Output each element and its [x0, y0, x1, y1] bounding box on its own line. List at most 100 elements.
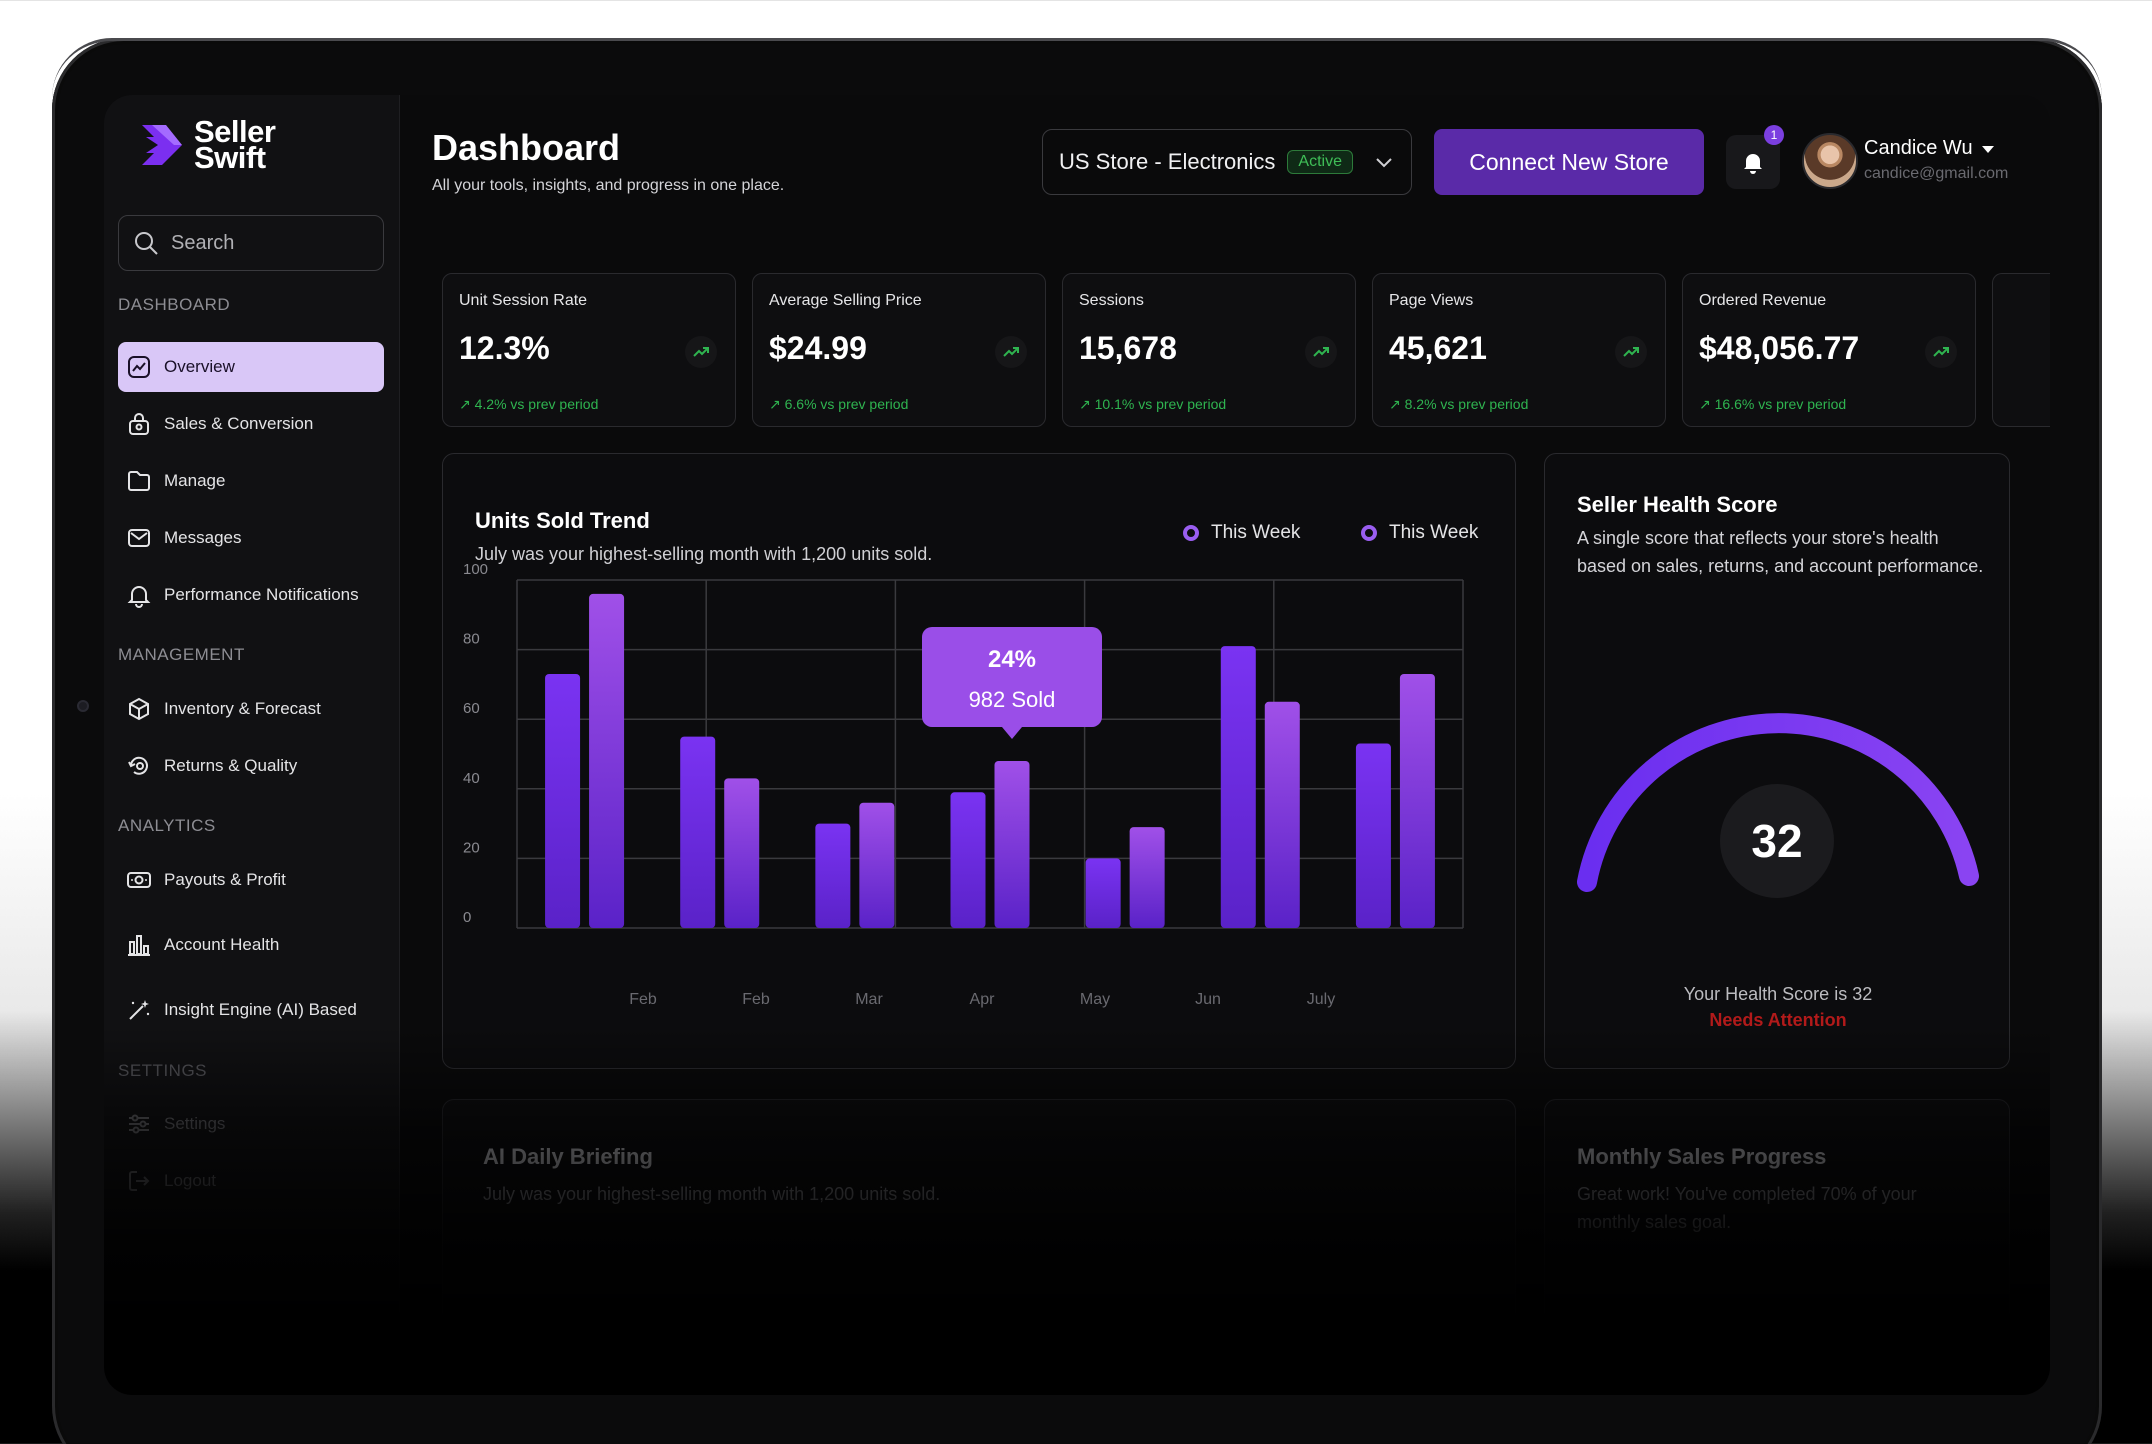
money-icon	[127, 872, 151, 888]
health-title: Seller Health Score	[1577, 492, 1778, 517]
health-score-value: 32	[1720, 784, 1834, 898]
bar-series-1	[1220, 646, 1256, 928]
sidebar-item-label: Logout	[164, 1171, 216, 1190]
bar-series-2	[589, 593, 625, 928]
user-email: candice@gmail.com	[1864, 165, 2009, 182]
kpi-card-partial[interactable]	[1992, 273, 2050, 427]
sidebar-item-manage[interactable]: Manage	[118, 456, 384, 506]
sidebar-item-payouts-profit[interactable]: Payouts & Profit	[118, 855, 384, 905]
units-sold-chart: 100 80 60 40 20 0 Feb Feb Mar Apr May Jun July 24% 982…	[463, 561, 1464, 1008]
x-tick-label: Feb	[629, 991, 657, 1008]
monthly-title: Monthly Sales Progress	[1577, 1144, 1827, 1169]
sidebar-item-label: Inventory & Forecast	[164, 699, 321, 718]
chart-subtitle: July was your highest-selling month with…	[475, 544, 933, 564]
sidebar-item-label: Returns & Quality	[164, 756, 298, 775]
trend-up-icon	[995, 336, 1027, 368]
trend-up-icon	[1925, 336, 1957, 368]
legend-item-series-2[interactable]: This Week	[1361, 522, 1478, 544]
y-tick-label: 80	[463, 631, 480, 648]
bar-series-1	[1085, 858, 1121, 928]
kpi-label: Ordered Revenue	[1699, 292, 1827, 309]
camera-icon	[77, 700, 89, 712]
user-name: Candice Wu	[1864, 137, 1973, 159]
logo-line-2: Swift	[194, 140, 266, 175]
x-tick-label: July	[1307, 991, 1335, 1008]
kpi-card-sessions[interactable]: Sessions 15,678 ↗ 10.1% vs prev period	[1062, 273, 1356, 427]
legend-label: This Week	[1211, 522, 1301, 543]
kpi-label: Page Views	[1389, 292, 1474, 309]
legend-marker	[1361, 525, 1377, 541]
sidebar-item-messages[interactable]: Messages	[118, 513, 384, 563]
kpi-value: 45,621	[1389, 330, 1487, 366]
search-icon	[135, 232, 158, 255]
page-title: Dashboard	[432, 127, 621, 168]
x-tick-label: May	[1080, 991, 1110, 1008]
legend-marker	[1183, 525, 1199, 541]
x-tick-label: Mar	[855, 991, 883, 1008]
section-label-dashboard: DASHBOARD	[118, 295, 231, 314]
monthly-sales-card: Monthly Sales Progress Great work! You'v…	[1544, 1099, 2010, 1395]
chart-title: Units Sold Trend	[475, 508, 650, 533]
kpi-change: ↗ 4.2% vs prev period	[459, 396, 599, 412]
section-label-settings: SETTINGS	[118, 1061, 208, 1080]
kpi-label: Average Selling Price	[769, 292, 922, 309]
kpi-card-average-selling-price[interactable]: Average Selling Price $24.99 ↗ 6.6% vs p…	[752, 273, 1046, 427]
x-tick-label: Feb	[742, 991, 770, 1008]
bar-series-1	[1355, 743, 1391, 928]
magic-wand-icon	[129, 1000, 150, 1020]
logo-arrow-icon	[142, 125, 182, 165]
sidebar-item-label: Manage	[164, 471, 226, 490]
chart-tooltip: 24% 982 Sold	[922, 626, 1102, 739]
search-input[interactable]	[171, 231, 361, 255]
bell-icon	[127, 586, 151, 608]
legend-item-series-1[interactable]: This Week	[1183, 522, 1300, 544]
bar-series-2	[1129, 827, 1165, 928]
user-menu[interactable]: Candice Wu	[1864, 137, 1995, 160]
sidebar-item-overview[interactable]: Overview	[118, 342, 384, 392]
avatar[interactable]	[1802, 133, 1858, 189]
bar-series-1	[545, 673, 581, 928]
kpi-card-ordered-revenue[interactable]: Ordered Revenue $48,056.77 ↗ 16.6% vs pr…	[1682, 273, 1976, 427]
caret-down-icon	[1981, 145, 1994, 153]
units-sold-card: Units Sold Trend July was your highest-s…	[442, 453, 1516, 1069]
sliders-icon	[129, 1114, 149, 1134]
sidebar-item-sales-conversion[interactable]: Sales & Conversion	[118, 399, 384, 449]
sidebar-item-label: Settings	[164, 1114, 226, 1133]
sidebar-item-returns-quality[interactable]: Returns & Quality	[118, 741, 384, 791]
kpi-change: ↗ 8.2% vs prev period	[1389, 396, 1529, 412]
tooltip-box	[922, 626, 1102, 727]
ai-briefing-card: AI Daily Briefing July was your highest-…	[442, 1099, 1516, 1395]
sidebar-item-account-health[interactable]: Account Health	[118, 920, 384, 970]
notification-count-badge: 1	[1764, 125, 1784, 145]
app-logo[interactable]: Seller Swift	[138, 114, 276, 175]
search-box[interactable]	[118, 215, 384, 271]
lock-bag-icon	[129, 413, 149, 435]
health-score-text: Your Health Score is 32	[1683, 984, 1873, 1004]
bar-series-1	[815, 823, 851, 928]
briefing-title: AI Daily Briefing	[483, 1144, 653, 1169]
kpi-value: $48,056.77	[1699, 330, 1860, 366]
sidebar-item-inventory-forecast[interactable]: Inventory & Forecast	[118, 684, 384, 734]
sidebar-item-insight-engine[interactable]: Insight Engine (AI) Based	[118, 985, 384, 1035]
sidebar-item-logout[interactable]: Logout	[118, 1156, 384, 1206]
x-tick-label: Apr	[970, 991, 996, 1008]
kpi-card-unit-session-rate[interactable]: Unit Session Rate 12.3% ↗ 4.2% vs prev p…	[442, 273, 736, 427]
y-tick-label: 0	[463, 909, 471, 926]
tooltip-sold: 982 Sold	[969, 687, 1056, 712]
sidebar-item-performance-notifications[interactable]: Performance Notifications	[118, 570, 384, 620]
trend-chart-icon	[128, 356, 150, 378]
kpi-card-page-views[interactable]: Page Views 45,621 ↗ 8.2% vs prev period	[1372, 273, 1666, 427]
bar-series-2	[994, 760, 1030, 928]
store-selector[interactable]: US Store - Electronics Active	[1042, 129, 1412, 195]
sidebar-item-settings[interactable]: Settings	[118, 1099, 384, 1149]
trend-up-icon	[1615, 336, 1647, 368]
bar-series-1	[950, 792, 986, 928]
y-tick-label: 40	[463, 770, 480, 787]
tooltip-percent: 24%	[988, 646, 1036, 673]
connect-new-store-button[interactable]: Connect New Store	[1434, 129, 1704, 195]
logo-line-1: Seller	[194, 114, 276, 149]
trend-up-icon	[685, 336, 717, 368]
page-subtitle: All your tools, insights, and progress i…	[432, 177, 785, 194]
bar-series-2	[1264, 701, 1300, 928]
kpi-change: ↗ 6.6% vs prev period	[769, 396, 909, 412]
